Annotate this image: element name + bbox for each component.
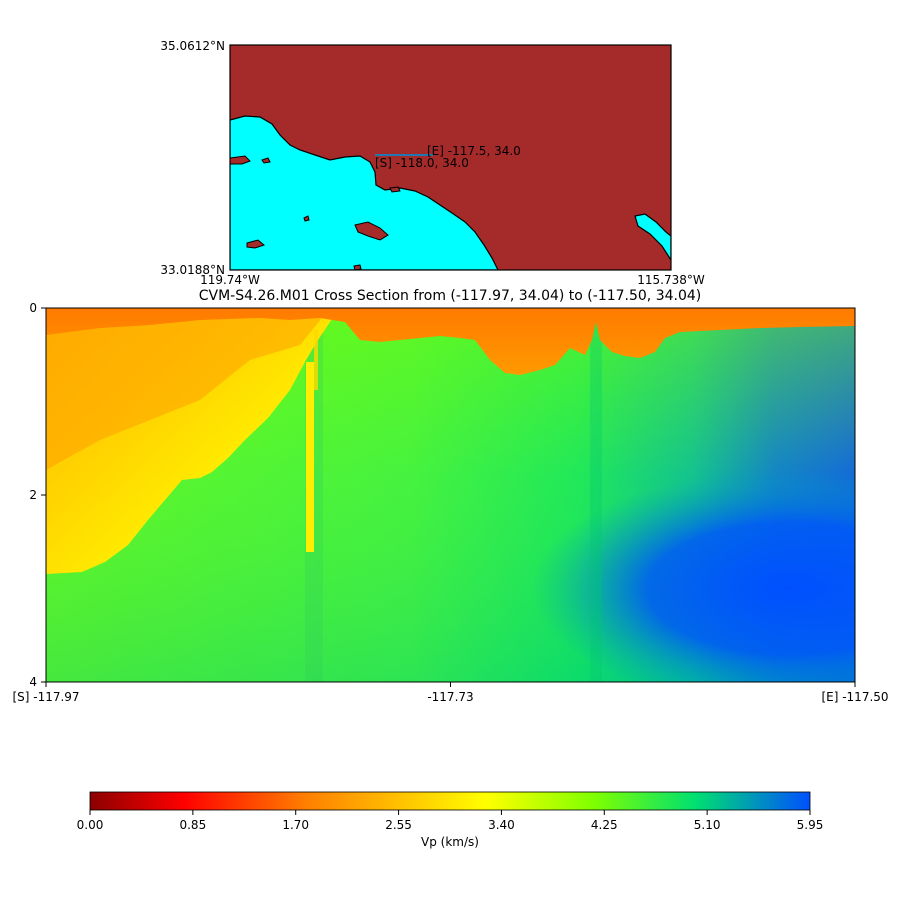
map-island-3 [354, 221, 389, 241]
cross-section-plot: [S] -117.97 -117.73 [E] -117.50 0 2 4 [12, 301, 888, 704]
xs-x-tick-label: [S] -117.97 [12, 690, 79, 704]
map-ocean [230, 115, 499, 270]
xs-x-tick-label: -117.73 [427, 690, 473, 704]
map-island-4 [246, 239, 266, 249]
colorbar-tick-label: 1.70 [282, 818, 309, 832]
colorbar-tick-label: 5.10 [694, 818, 721, 832]
map-lon-left-label: 119.74°W [200, 273, 260, 287]
colorbar-tick-label: 0.00 [77, 818, 104, 832]
map-island-2 [261, 157, 271, 164]
map-lat-bottom-label: 33.0188°N [160, 263, 225, 277]
xs-y-tick-label: 0 [29, 301, 37, 315]
map-lon-right-label: 115.738°W [637, 273, 705, 287]
map-island-6 [353, 264, 362, 270]
map-marker-start-label: [S] -118.0, 34.0 [375, 156, 469, 170]
xs-y-tick-label: 4 [29, 675, 37, 689]
cross-section-title: CVM-S4.26.M01 Cross Section from (-117.9… [199, 288, 702, 304]
colorbar-label: Vp (km/s) [421, 835, 479, 849]
colorbar-tick-label: 4.25 [591, 818, 618, 832]
xs-axis-ticks: [S] -117.97 -117.73 [E] -117.50 0 2 4 [12, 301, 888, 704]
map-island-7 [389, 186, 401, 193]
colorbar-ticks: 0.00 0.85 1.70 2.55 3.40 4.25 5.10 5.95 [77, 810, 824, 832]
colorbar-gradient [89, 791, 811, 811]
xs-y-tick-label: 2 [29, 488, 37, 502]
xs-x-tick-label: [E] -117.50 [821, 690, 888, 704]
map-marker-end-label: [E] -117.5, 34.0 [427, 144, 521, 158]
xs-band-2 [590, 308, 602, 682]
colorbar-tick-label: 0.85 [179, 818, 206, 832]
map-ocean-east [634, 213, 671, 262]
colorbar-tick-label: 2.55 [385, 818, 412, 832]
map-inset: [S] -118.0, 34.0 [E] -117.5, 34.0 35.061… [160, 39, 704, 287]
colorbar-tick-label: 5.95 [797, 818, 824, 832]
colorbar-tick-label: 3.40 [488, 818, 515, 832]
map-island-5 [303, 215, 310, 222]
map-island-1 [230, 155, 251, 165]
xs-basin-upper [46, 308, 330, 470]
map-frame [229, 44, 672, 271]
xs-shallow-layer [46, 308, 855, 375]
map-lat-top-label: 35.0612°N [160, 39, 225, 53]
xs-vertical-anomaly-edge [314, 330, 318, 390]
xs-vertical-anomaly [306, 362, 314, 552]
colorbar: 0.00 0.85 1.70 2.55 3.40 4.25 5.10 5.95 Vp (km/… [77, 791, 824, 849]
